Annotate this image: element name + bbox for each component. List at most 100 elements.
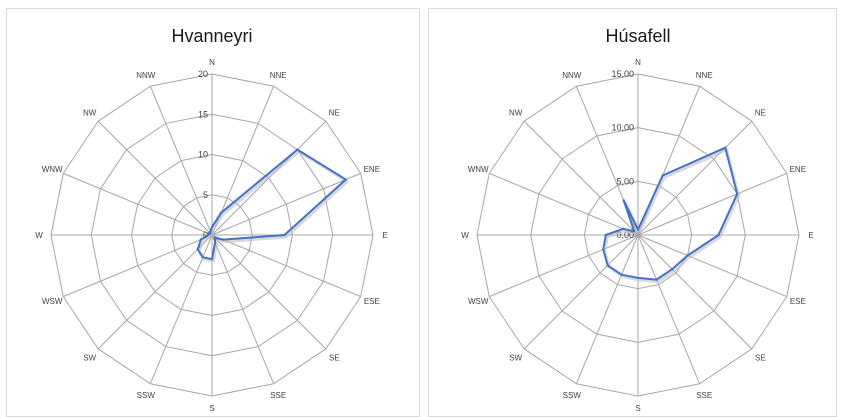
direction-label: NE: [755, 109, 766, 118]
direction-label: ENE: [364, 165, 380, 174]
direction-label: W: [35, 231, 43, 240]
data-point-nnw: [622, 199, 625, 202]
data-point-n: [210, 225, 214, 229]
data-point-ssw: [201, 256, 204, 259]
data-point-ne: [724, 146, 727, 149]
spoke-nw: [523, 120, 639, 236]
series-line: [602, 146, 739, 281]
radial-tick-label: 10: [198, 150, 208, 160]
data-point-nnw: [209, 230, 212, 233]
data-point-wsw: [199, 238, 203, 241]
radial-tick-label: 15,00: [611, 69, 634, 79]
direction-label: SSE: [270, 391, 286, 400]
direction-label: E: [808, 231, 813, 240]
data-point-se: [213, 236, 217, 240]
data-point-wsw: [602, 248, 605, 251]
direction-label: N: [635, 58, 641, 67]
direction-label: WSW: [468, 297, 489, 306]
direction-label: SSE: [696, 391, 712, 400]
spoke-ne: [637, 120, 753, 236]
direction-label: NNW: [562, 71, 582, 80]
radial-tick-label: 15: [198, 109, 208, 119]
data-point-sw: [196, 248, 199, 251]
direction-label: WNW: [468, 165, 489, 174]
data-point-wnw: [621, 227, 625, 231]
spoke-nnw: [149, 86, 213, 236]
direction-label: NNE: [696, 71, 713, 80]
direction-label: NW: [83, 109, 97, 118]
direction-label: S: [635, 404, 640, 413]
spoke-ese: [637, 234, 787, 298]
spoke-wsw: [63, 234, 213, 298]
direction-label: NNW: [136, 71, 156, 80]
data-point-e: [283, 233, 286, 237]
data-point-n: [636, 228, 640, 231]
radar-chart-husafell: Húsafell N NNE NE ENE E ESE SE SSE S SSW SW WSW W WNW N…: [461, 26, 813, 413]
spoke-wsw: [489, 234, 639, 298]
spoke-sw: [97, 234, 213, 350]
data-point-ese: [686, 254, 689, 257]
data-point-ene: [735, 192, 739, 196]
direction-label: E: [382, 231, 387, 240]
data-point-sse: [213, 241, 217, 244]
chart-panel-hvanneyri: Hvanneyri N NNE NE ENE E ESE SE SSE S SSW SW WSW W WNW…: [6, 8, 420, 417]
radial-tick-label: 5,00: [616, 176, 634, 186]
data-point-se: [670, 267, 674, 271]
series-shadow: [603, 148, 741, 284]
spoke-sse: [211, 234, 275, 384]
direction-label: ENE: [790, 165, 806, 174]
chart-title: Hvanneyri: [171, 26, 252, 46]
data-point-s: [636, 276, 640, 280]
spoke-ese: [211, 234, 361, 298]
data-point-ene: [344, 178, 348, 181]
data-point-ssw: [620, 273, 623, 276]
spoke-nne: [211, 86, 275, 236]
radial-tick-label: 20: [198, 69, 208, 79]
spoke-ene: [211, 172, 361, 236]
direction-label: WNW: [42, 165, 63, 174]
data-point-ne: [296, 148, 299, 151]
radial-tick-label: 10,00: [611, 123, 634, 133]
direction-label: NW: [509, 109, 523, 118]
radar-chart-hvanneyri: Hvanneyri N NNE NE ENE E ESE SE SSE S SSW SW WSW W WNW…: [35, 26, 387, 413]
direction-label: SE: [329, 353, 340, 362]
radial-tick-label: 5: [203, 190, 208, 200]
chart-panel-husafell: Húsafell N NNE NE ENE E ESE SE SSE S SSW SW WSW W WNW N…: [428, 8, 837, 417]
radial-tick-label: 0,00: [616, 230, 634, 240]
spoke-nw: [97, 120, 213, 236]
data-point-nne: [661, 174, 664, 177]
spoke-se: [211, 234, 327, 350]
direction-label: SSW: [563, 391, 582, 400]
data-point-sse: [655, 278, 658, 281]
chart-title: Húsafell: [605, 26, 670, 46]
spoke-se: [637, 234, 753, 350]
data-point-e: [717, 233, 720, 237]
spoke-ssw: [149, 234, 213, 384]
direction-label: SE: [755, 353, 766, 362]
direction-label: WSW: [42, 297, 63, 306]
direction-label: SSW: [137, 391, 156, 400]
direction-label: W: [461, 231, 469, 240]
spoke-ene: [637, 172, 787, 236]
data-point-nw: [633, 230, 636, 233]
spoke-sw: [523, 234, 639, 350]
spoke-sse: [637, 234, 701, 384]
data-point-ese: [221, 238, 225, 241]
direction-label: NE: [329, 109, 340, 118]
direction-label: SW: [83, 353, 96, 362]
radial-tick-label: 0: [203, 230, 208, 240]
data-point-sw: [606, 264, 609, 267]
direction-label: ESE: [364, 297, 380, 306]
data-point-s: [210, 257, 214, 261]
data-point-w: [604, 233, 607, 237]
data-point-nw: [209, 232, 212, 235]
data-point-nne: [220, 211, 223, 214]
data-point-wnw: [207, 232, 210, 235]
direction-label: SW: [509, 353, 522, 362]
direction-label: S: [209, 404, 214, 413]
direction-label: N: [209, 58, 215, 67]
direction-label: NNE: [270, 71, 287, 80]
spoke-wnw: [63, 172, 213, 236]
spoke-ssw: [575, 234, 639, 384]
direction-label: ESE: [790, 297, 806, 306]
